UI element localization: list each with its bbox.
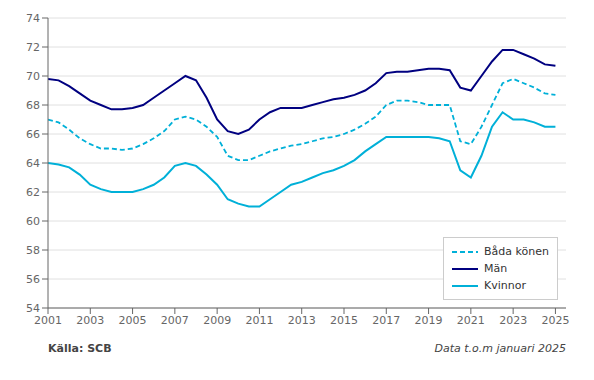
svg-text:2025: 2025: [541, 314, 569, 327]
html-text:Båda könen: Båda könen: [484, 245, 549, 258]
svg-text:2017: 2017: [372, 314, 400, 327]
svg-text:2015: 2015: [330, 314, 358, 327]
svg-text:2003: 2003: [76, 314, 104, 327]
svg-text:2007: 2007: [161, 314, 189, 327]
html-text:Kvinnor: Kvinnor: [484, 279, 526, 292]
svg-text:70: 70: [26, 70, 40, 83]
svg-text:2011: 2011: [245, 314, 273, 327]
svg-text:58: 58: [26, 244, 40, 257]
svg-text:2009: 2009: [203, 314, 231, 327]
svg-text:2019: 2019: [415, 314, 443, 327]
svg-text:68: 68: [26, 99, 40, 112]
html-text:Män: Män: [484, 262, 508, 275]
svg-text:72: 72: [26, 41, 40, 54]
svg-text:2013: 2013: [288, 314, 316, 327]
svg-text:56: 56: [26, 273, 40, 286]
svg-text:2001: 2001: [34, 314, 62, 327]
html-text:Data t.o.m januari 2025: Data t.o.m januari 2025: [434, 342, 566, 355]
svg-text:2005: 2005: [119, 314, 147, 327]
svg-text:60: 60: [26, 215, 40, 228]
svg-text:54: 54: [26, 302, 40, 315]
svg-text:66: 66: [26, 128, 40, 141]
svg-text:64: 64: [26, 157, 40, 170]
html-text:Källa: SCB: Källa: SCB: [48, 342, 112, 355]
svg-text:2021: 2021: [457, 314, 485, 327]
svg-text:62: 62: [26, 186, 40, 199]
svg-text:2023: 2023: [499, 314, 527, 327]
svg-text:74: 74: [26, 12, 40, 25]
